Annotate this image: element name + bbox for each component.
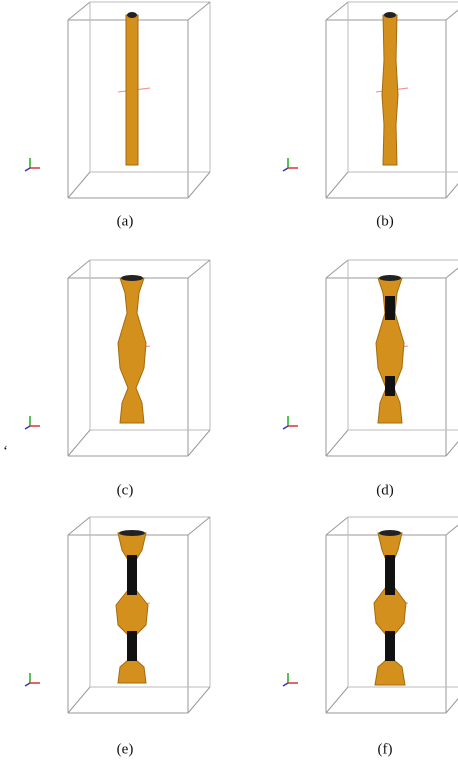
box-edge (188, 260, 210, 278)
panel-label: (f) (378, 741, 393, 757)
box-edge (446, 517, 458, 535)
box-edge (188, 517, 210, 535)
tube-top (384, 12, 396, 18)
axis-z (283, 426, 288, 429)
panel (283, 260, 458, 456)
box-edge (326, 260, 348, 278)
panel-label: (c) (117, 482, 134, 498)
box-edge (68, 172, 90, 198)
box-edge (188, 430, 210, 456)
box-edge (68, 430, 90, 456)
panel (25, 517, 210, 713)
dark-neck (385, 296, 395, 320)
box-edge (326, 430, 348, 456)
panel (283, 2, 458, 198)
box-edge (68, 2, 90, 20)
tube (382, 15, 398, 165)
box-edge (446, 2, 458, 20)
tube-top (379, 275, 401, 281)
axis-z (283, 683, 288, 686)
axis-z (283, 168, 288, 171)
dark-neck (385, 631, 395, 661)
box-edge (446, 687, 458, 713)
figure: ‘ (a) (b) (c) (d) (e) (f) (0, 0, 458, 764)
box-edge (326, 2, 348, 20)
tube (118, 278, 146, 423)
panel-label: (a) (117, 213, 134, 229)
panel (25, 260, 210, 456)
axis-z (25, 168, 30, 171)
panel-label: (b) (376, 213, 394, 229)
box-edge (68, 260, 90, 278)
box-edge (68, 517, 90, 535)
tube-top (121, 275, 143, 281)
axis-z (25, 683, 30, 686)
box-edge (188, 172, 210, 198)
box-edge (446, 172, 458, 198)
panel (25, 2, 210, 198)
panel-label: (e) (117, 741, 134, 757)
stray-mark: ‘ (3, 443, 8, 459)
panel-label: (d) (376, 482, 394, 498)
tube-top (379, 530, 401, 536)
box-edge (326, 172, 348, 198)
box-edge (326, 687, 348, 713)
box-edge (188, 2, 210, 20)
tube-top (119, 530, 145, 536)
box-edge (446, 430, 458, 456)
tube-top (127, 12, 137, 18)
dark-neck (385, 376, 395, 396)
box-edge (326, 517, 348, 535)
box-edge (188, 687, 210, 713)
axis-z (25, 426, 30, 429)
panel (283, 517, 458, 713)
dark-neck (127, 555, 137, 595)
dark-neck (385, 555, 395, 595)
tube (126, 15, 138, 165)
dark-neck (127, 631, 137, 661)
box-edge (446, 260, 458, 278)
box-edge (68, 687, 90, 713)
